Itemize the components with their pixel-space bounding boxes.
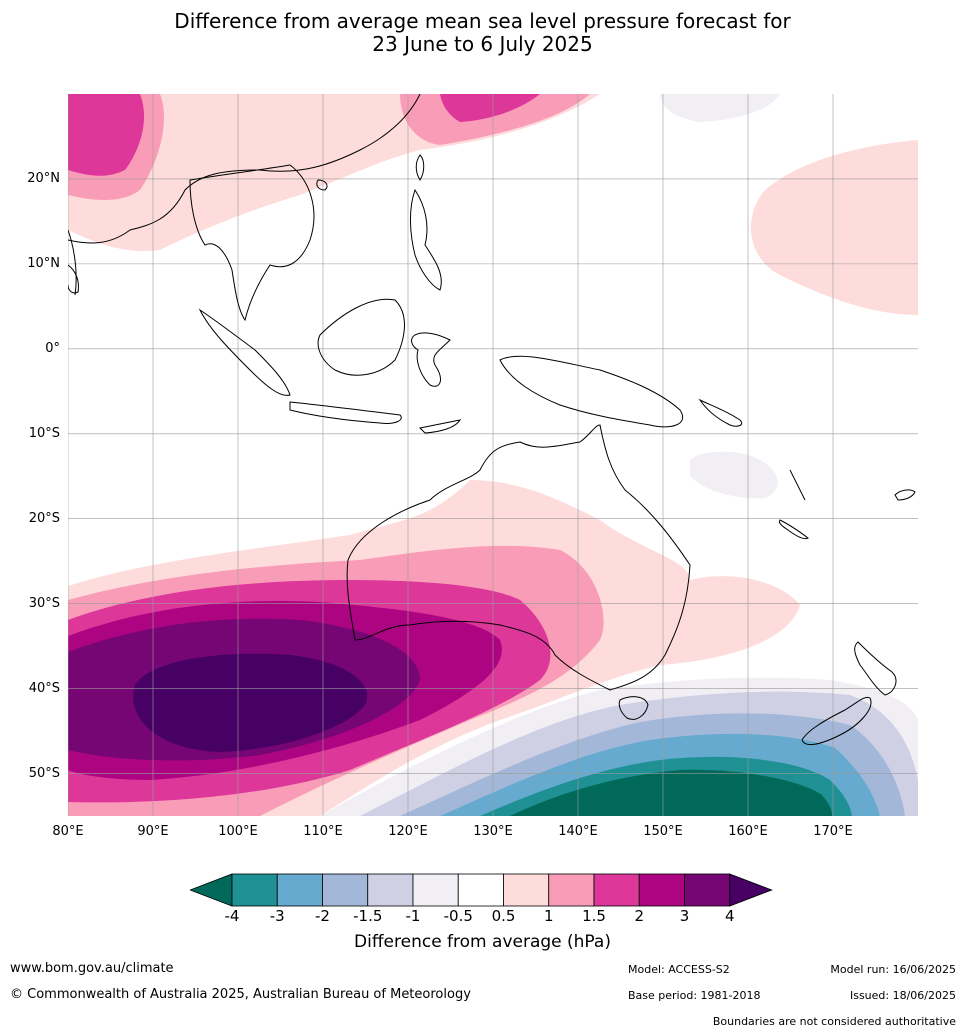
pressure-anomaly-map <box>68 94 918 816</box>
lon-label-120E: 120°E <box>388 824 428 839</box>
footer-url[interactable]: www.bom.gov.au/climate <box>10 961 174 976</box>
lat-label-0: 0° <box>45 341 60 356</box>
lon-label-140E: 140°E <box>558 824 598 839</box>
graticule <box>68 94 918 816</box>
anomaly-neg-4 <box>510 769 832 816</box>
borneo-coast <box>317 298 405 376</box>
title-line-1: Difference from average mean sea level p… <box>174 9 791 33</box>
sumatra-coast <box>198 308 291 396</box>
java-coast <box>289 401 402 424</box>
taiwan-coast <box>415 154 425 181</box>
anomaly-north-1.5-east <box>440 94 540 122</box>
lon-label-170E: 170°E <box>813 824 853 839</box>
asia-coast <box>68 94 421 244</box>
anomaly-4 <box>133 653 368 752</box>
colorbar-label: Difference from average (hPa) <box>354 932 611 952</box>
cb-tick: -3 <box>269 907 285 925</box>
lon-label-90E: 90°E <box>137 824 169 839</box>
cb-tick: -4 <box>224 907 240 925</box>
philippines-coast <box>409 188 442 291</box>
colorbar-min-arrow <box>190 873 233 907</box>
new-caledonia <box>779 519 809 539</box>
timor-coast <box>418 419 462 434</box>
anomaly-north-pacific-0.5 <box>750 140 918 315</box>
vanuatu <box>789 469 806 501</box>
colorbar-cell <box>548 873 595 907</box>
colorbar <box>190 873 773 907</box>
new-guinea-coast <box>499 355 683 428</box>
indochina-coast <box>189 164 315 322</box>
lat-label-30S: 30°S <box>28 596 60 611</box>
cb-tick: -2 <box>315 907 330 925</box>
colorbar-cell <box>276 873 323 907</box>
lon-label-110E: 110°E <box>303 824 343 839</box>
new-zealand-north <box>854 641 897 696</box>
colorbar-cell <box>503 873 550 907</box>
new-zealand-south <box>801 696 872 746</box>
colorbar-cell <box>412 873 459 907</box>
cb-tick: 3 <box>679 907 690 925</box>
cb-tick: 1.5 <box>582 907 606 925</box>
lat-label-10S: 10°S <box>28 426 60 441</box>
lat-label-20S: 20°S <box>28 511 60 526</box>
lat-label-10N: 10°N <box>27 256 60 271</box>
fiji <box>894 489 916 501</box>
footer-disclaimer: Boundaries are not considered authoritat… <box>712 1015 956 1028</box>
coastlines <box>68 94 916 746</box>
cb-tick: 4 <box>724 907 735 925</box>
anomaly-neg-pacific <box>690 451 778 499</box>
map-title: Difference from average mean sea level p… <box>0 10 965 56</box>
footer-model-run: Model run: 16/06/2025 <box>830 963 956 976</box>
hainan-coast <box>316 179 328 191</box>
cb-tick: -1.5 <box>353 907 383 925</box>
colorbar-cell <box>322 873 369 907</box>
cb-tick: 1 <box>543 907 554 925</box>
anomaly-north-1.5 <box>68 94 145 176</box>
colorbar-cell <box>457 873 504 907</box>
australia-coast <box>346 424 691 691</box>
sri-lanka-coast <box>68 264 79 294</box>
cb-tick: 0.5 <box>491 907 516 925</box>
footer-issued: Issued: 18/06/2025 <box>849 989 956 1002</box>
lon-label-160E: 160°E <box>728 824 768 839</box>
footer-copyright: © Commonwealth of Australia 2025, Austra… <box>10 987 471 1002</box>
colorbar-max-arrow <box>729 873 773 907</box>
lon-label-150E: 150°E <box>643 824 683 839</box>
colorbar-cell <box>231 873 278 907</box>
lat-label-50S: 50°S <box>28 766 60 781</box>
colorbar-cell <box>367 873 414 907</box>
cb-tick: 2 <box>634 907 645 925</box>
lat-label-40S: 40°S <box>28 681 60 696</box>
sulawesi-coast <box>411 332 451 387</box>
footer-base-period: Base period: 1981-2018 <box>628 989 761 1002</box>
colorbar-cell <box>684 873 731 907</box>
footer-model: Model: ACCESS-S2 <box>628 963 730 976</box>
lon-label-80E: 80°E <box>52 824 84 839</box>
cb-tick: -0.5 <box>443 907 473 925</box>
colorbar-cell <box>638 873 685 907</box>
cb-tick: -1 <box>405 907 421 925</box>
lon-label-100E: 100°E <box>218 824 258 839</box>
tasmania-coast <box>618 696 649 720</box>
map-panel: 20°N 10°N 0° 10°S 20°S 30°S 40°S 50°S 80… <box>0 80 965 850</box>
anomaly-neg-north <box>660 94 780 122</box>
solomon-islands <box>698 398 743 427</box>
colorbar-cell <box>593 873 640 907</box>
lon-label-130E: 130°E <box>473 824 513 839</box>
title-line-2: 23 June to 6 July 2025 <box>372 32 593 56</box>
india-coast <box>68 229 77 296</box>
lat-label-20N: 20°N <box>27 171 60 186</box>
